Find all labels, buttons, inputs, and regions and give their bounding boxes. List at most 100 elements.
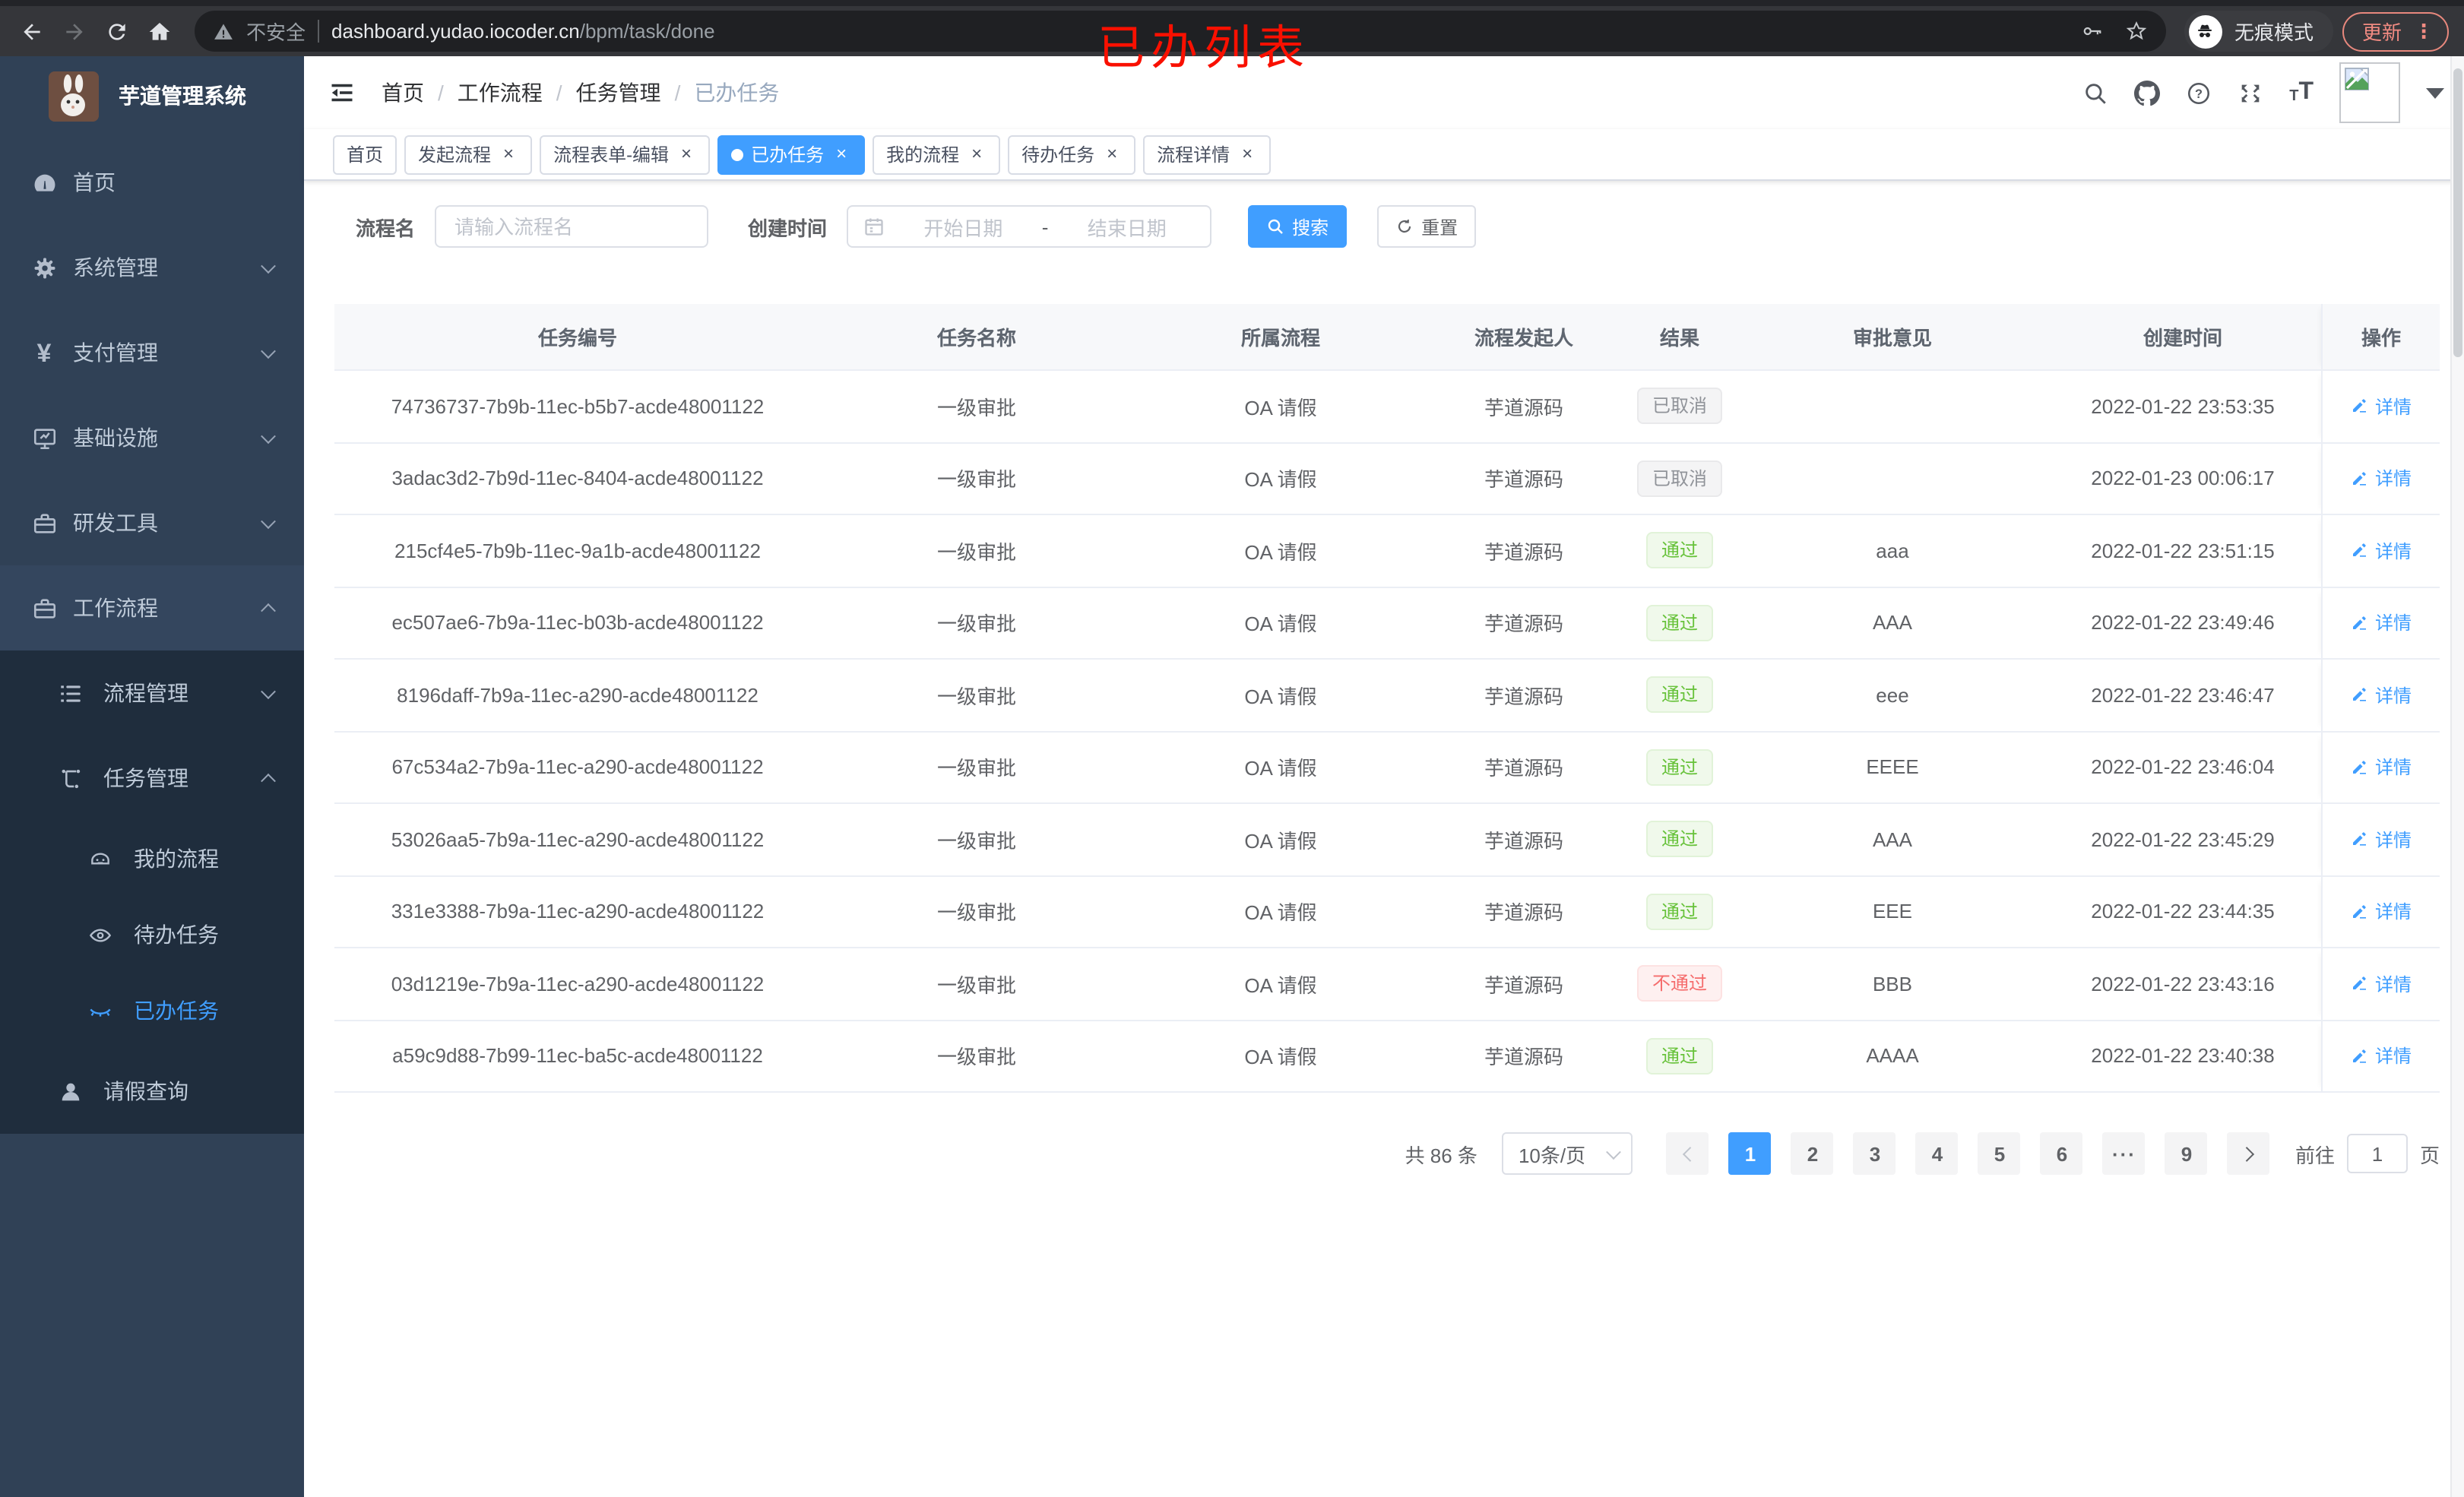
- fullscreen-icon[interactable]: [2238, 80, 2263, 106]
- active-tab-dot-icon: [731, 148, 744, 160]
- status-badge: 通过: [1645, 748, 1713, 786]
- detail-link[interactable]: 详情: [2351, 755, 2412, 780]
- toolbox-icon: [30, 594, 58, 622]
- sidebar-item-task-mgmt[interactable]: 任务管理: [0, 736, 304, 821]
- security-label[interactable]: 不安全: [246, 21, 306, 44]
- table-header: 任务编号 任务名称 所属流程 流程发起人 结果 审批意见 创建时间 操作: [334, 304, 2440, 371]
- app-logo-row[interactable]: 芋道管理系统: [0, 56, 304, 135]
- tab-已办任务[interactable]: 已办任务 ×: [717, 135, 866, 174]
- detail-link[interactable]: 详情: [2351, 610, 2412, 636]
- page-button-9[interactable]: 9: [2165, 1132, 2208, 1175]
- breadcrumb-workflow[interactable]: 工作流程: [457, 81, 543, 105]
- detail-link[interactable]: 详情: [2351, 538, 2412, 564]
- process-cell: OA 请假: [1244, 685, 1317, 708]
- content: 流程名 创建时间 开始日期 - 结束日期 搜索 重: [304, 181, 2464, 1175]
- sidebar-item-payment[interactable]: ¥ 支付管理: [0, 310, 304, 395]
- date-range-picker[interactable]: 开始日期 - 结束日期: [847, 205, 1212, 248]
- status-badge: 通过: [1645, 893, 1713, 930]
- task-name-cell: 一级审批: [936, 540, 1016, 564]
- sidebar-item-devtools[interactable]: 研发工具: [0, 480, 304, 565]
- tab-首页[interactable]: 首页: [333, 135, 397, 174]
- sidebar-item-workflow[interactable]: 工作流程: [0, 565, 304, 650]
- tab-流程表单-编辑[interactable]: 流程表单-编辑 ×: [540, 135, 711, 174]
- tab-label: 发起流程: [418, 144, 492, 166]
- task-name-cell: 一级审批: [936, 685, 1016, 708]
- status-badge: 不通过: [1636, 965, 1722, 1002]
- avatar[interactable]: [2339, 62, 2400, 123]
- tab-close-icon[interactable]: ×: [681, 143, 692, 164]
- prev-page-button[interactable]: [1666, 1132, 1709, 1175]
- browser-forward-icon[interactable]: [58, 14, 91, 48]
- update-button[interactable]: 更新 ⋮: [2342, 11, 2449, 51]
- tab-我的流程[interactable]: 我的流程 ×: [873, 135, 1001, 174]
- process-cell: OA 请假: [1244, 973, 1317, 997]
- address-bar[interactable]: 不安全 dashboard.yudao.iocoder.cn/bpm/task/…: [195, 11, 2166, 52]
- tab-流程详情[interactable]: 流程详情 ×: [1143, 135, 1272, 174]
- toolbox-icon: [30, 509, 58, 536]
- result-cell: 通过: [1619, 732, 1740, 802]
- tab-close-icon[interactable]: ×: [1242, 143, 1253, 164]
- tab-发起流程[interactable]: 发起流程 ×: [404, 135, 533, 174]
- scrollbar-thumb[interactable]: [2453, 68, 2462, 357]
- page-button-6[interactable]: 6: [2040, 1132, 2083, 1175]
- sidebar-item-todo-task[interactable]: 待办任务: [0, 897, 304, 973]
- comment-cell: AAA: [1872, 611, 1912, 635]
- browser-back-icon[interactable]: [15, 14, 49, 48]
- tab-close-icon[interactable]: ×: [503, 143, 515, 164]
- browser-home-icon[interactable]: [143, 14, 176, 48]
- gear-icon: [30, 254, 58, 281]
- password-key-icon[interactable]: [2081, 20, 2104, 43]
- header-search-icon[interactable]: [2082, 80, 2108, 106]
- tab-close-icon[interactable]: ×: [971, 143, 983, 164]
- sidebar-item-system[interactable]: 系统管理: [0, 225, 304, 310]
- detail-link[interactable]: 详情: [2351, 682, 2412, 708]
- page-size-select[interactable]: 10条/页: [1501, 1132, 1633, 1175]
- url-text[interactable]: dashboard.yudao.iocoder.cn/bpm/task/done: [331, 20, 715, 43]
- sidebar-item-leave-query[interactable]: 请假查询: [0, 1049, 304, 1134]
- tab-close-icon[interactable]: ×: [836, 143, 847, 164]
- next-page-button[interactable]: [2227, 1132, 2270, 1175]
- sidebar-item-infra[interactable]: 基础设施: [0, 395, 304, 480]
- page-button-3[interactable]: 3: [1853, 1132, 1896, 1175]
- sidebar-item-done-task[interactable]: 已办任务: [0, 973, 304, 1049]
- starter-cell: 芋道源码: [1484, 757, 1563, 780]
- page-button-2[interactable]: 2: [1791, 1132, 1834, 1175]
- bookmark-star-icon[interactable]: [2125, 20, 2148, 43]
- breadcrumb-task-mgmt[interactable]: 任务管理: [575, 81, 661, 105]
- sidebar-item-home[interactable]: 首页: [0, 140, 304, 225]
- task-name-cell: 一级审批: [936, 612, 1016, 636]
- detail-link[interactable]: 详情: [2351, 394, 2412, 419]
- detail-link[interactable]: 详情: [2351, 899, 2412, 925]
- starter-cell: 芋道源码: [1484, 468, 1563, 492]
- page-button-4[interactable]: 4: [1915, 1132, 1959, 1175]
- window-scrollbar[interactable]: [2450, 56, 2464, 1497]
- col-result: 结果: [1659, 327, 1699, 350]
- sidebar-item-process-mgmt[interactable]: 流程管理: [0, 650, 304, 736]
- sidebar-fold-icon[interactable]: [327, 78, 357, 108]
- page-ellipsis-button[interactable]: ···: [2102, 1132, 2146, 1175]
- result-cell: 通过: [1619, 804, 1740, 875]
- table-row: 67c534a2-7b9a-11ec-a290-acde48001122 一级审批…: [334, 732, 2440, 804]
- annotation-done-list: 已办列表: [1097, 21, 1310, 74]
- avatar-caret-icon[interactable]: [2426, 87, 2444, 98]
- breadcrumb-home[interactable]: 首页: [382, 81, 424, 105]
- tab-close-icon[interactable]: ×: [1107, 143, 1118, 164]
- help-icon[interactable]: ?: [2186, 80, 2212, 106]
- detail-link[interactable]: 详情: [2351, 971, 2412, 997]
- page-button-1[interactable]: 1: [1728, 1132, 1772, 1175]
- tab-待办任务[interactable]: 待办任务 ×: [1008, 135, 1136, 174]
- detail-link[interactable]: 详情: [2351, 466, 2412, 492]
- sidebar-item-label: 流程管理: [103, 681, 188, 705]
- page-button-5[interactable]: 5: [1978, 1132, 2021, 1175]
- goto-page-input[interactable]: [2346, 1134, 2408, 1173]
- reset-button[interactable]: 重置: [1377, 205, 1477, 248]
- detail-link[interactable]: 详情: [2351, 827, 2412, 853]
- process-name-input[interactable]: [435, 205, 709, 248]
- browser-reload-icon[interactable]: [100, 14, 134, 48]
- search-button[interactable]: 搜索: [1248, 205, 1348, 248]
- browser-menu-icon[interactable]: ⋮: [2414, 19, 2434, 42]
- github-icon[interactable]: [2134, 80, 2161, 106]
- sidebar-item-my-process[interactable]: 我的流程: [0, 821, 304, 897]
- detail-link[interactable]: 详情: [2351, 1043, 2412, 1069]
